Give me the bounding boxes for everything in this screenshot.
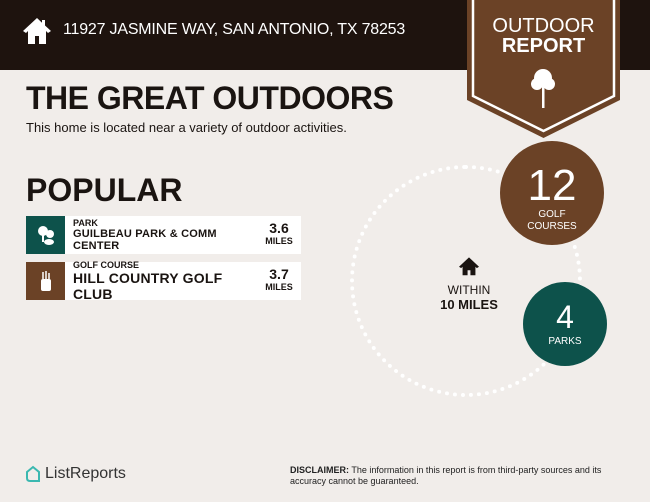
item-unit: MILES xyxy=(265,282,293,292)
parks-count: 4 PARKS xyxy=(523,282,607,366)
badge-line2: REPORT xyxy=(501,35,586,57)
item-distance: 3.7 xyxy=(269,266,289,282)
golf-label-2: COURSES xyxy=(527,221,577,232)
golf-count: 12 xyxy=(527,161,577,210)
item-name: GUILBEAU PARK & COMM CENTER xyxy=(73,228,217,252)
item-category: GOLF COURSE xyxy=(73,260,140,270)
disclaimer-text: The information in this report is from t… xyxy=(290,465,602,486)
page-subtitle: This home is located near a variety of o… xyxy=(26,120,347,135)
golf-bag-icon xyxy=(26,262,65,300)
parks-number: 4 xyxy=(556,299,574,335)
property-address: 11927 JASMINE WAY, SAN ANTONIO, TX 78253 xyxy=(63,21,406,38)
page-title: THE GREAT OUTDOORS xyxy=(26,80,394,116)
parks-label: PARKS xyxy=(548,336,582,347)
radius-value: 10 MILES xyxy=(440,297,498,312)
home-icon xyxy=(23,18,51,44)
disclaimer-label: DISCLAIMER: xyxy=(290,465,349,475)
within-label: WITHIN xyxy=(447,283,491,297)
disclaimer: DISCLAIMER: The information in this repo… xyxy=(290,465,630,487)
item-unit: MILES xyxy=(265,236,293,246)
item-category: PARK xyxy=(73,218,98,228)
golf-label: GOLF xyxy=(538,209,566,220)
item-distance: 3.6 xyxy=(269,220,289,236)
tree-icon xyxy=(531,69,555,108)
item-name: HILL COUNTRY GOLF CLUB xyxy=(73,270,223,302)
radius-circle xyxy=(350,165,582,397)
logo-text: ListReports xyxy=(45,465,126,482)
list-item[interactable]: PARK GUILBEAU PARK & COMM CENTER 3.6 MILES xyxy=(26,216,301,254)
home-icon xyxy=(459,257,479,276)
golf-courses-count: 12 GOLF COURSES xyxy=(500,141,604,245)
badge-line1: OUTDOOR xyxy=(492,15,595,37)
list-item[interactable]: GOLF COURSE HILL COUNTRY GOLF CLUB 3.7 MIL… xyxy=(26,260,301,302)
popular-heading: POPULAR xyxy=(26,172,183,208)
listreports-logo-icon xyxy=(26,465,40,482)
listreports-logo: ListReports xyxy=(25,465,126,483)
park-icon xyxy=(26,216,65,254)
outdoor-report-badge xyxy=(467,0,620,138)
